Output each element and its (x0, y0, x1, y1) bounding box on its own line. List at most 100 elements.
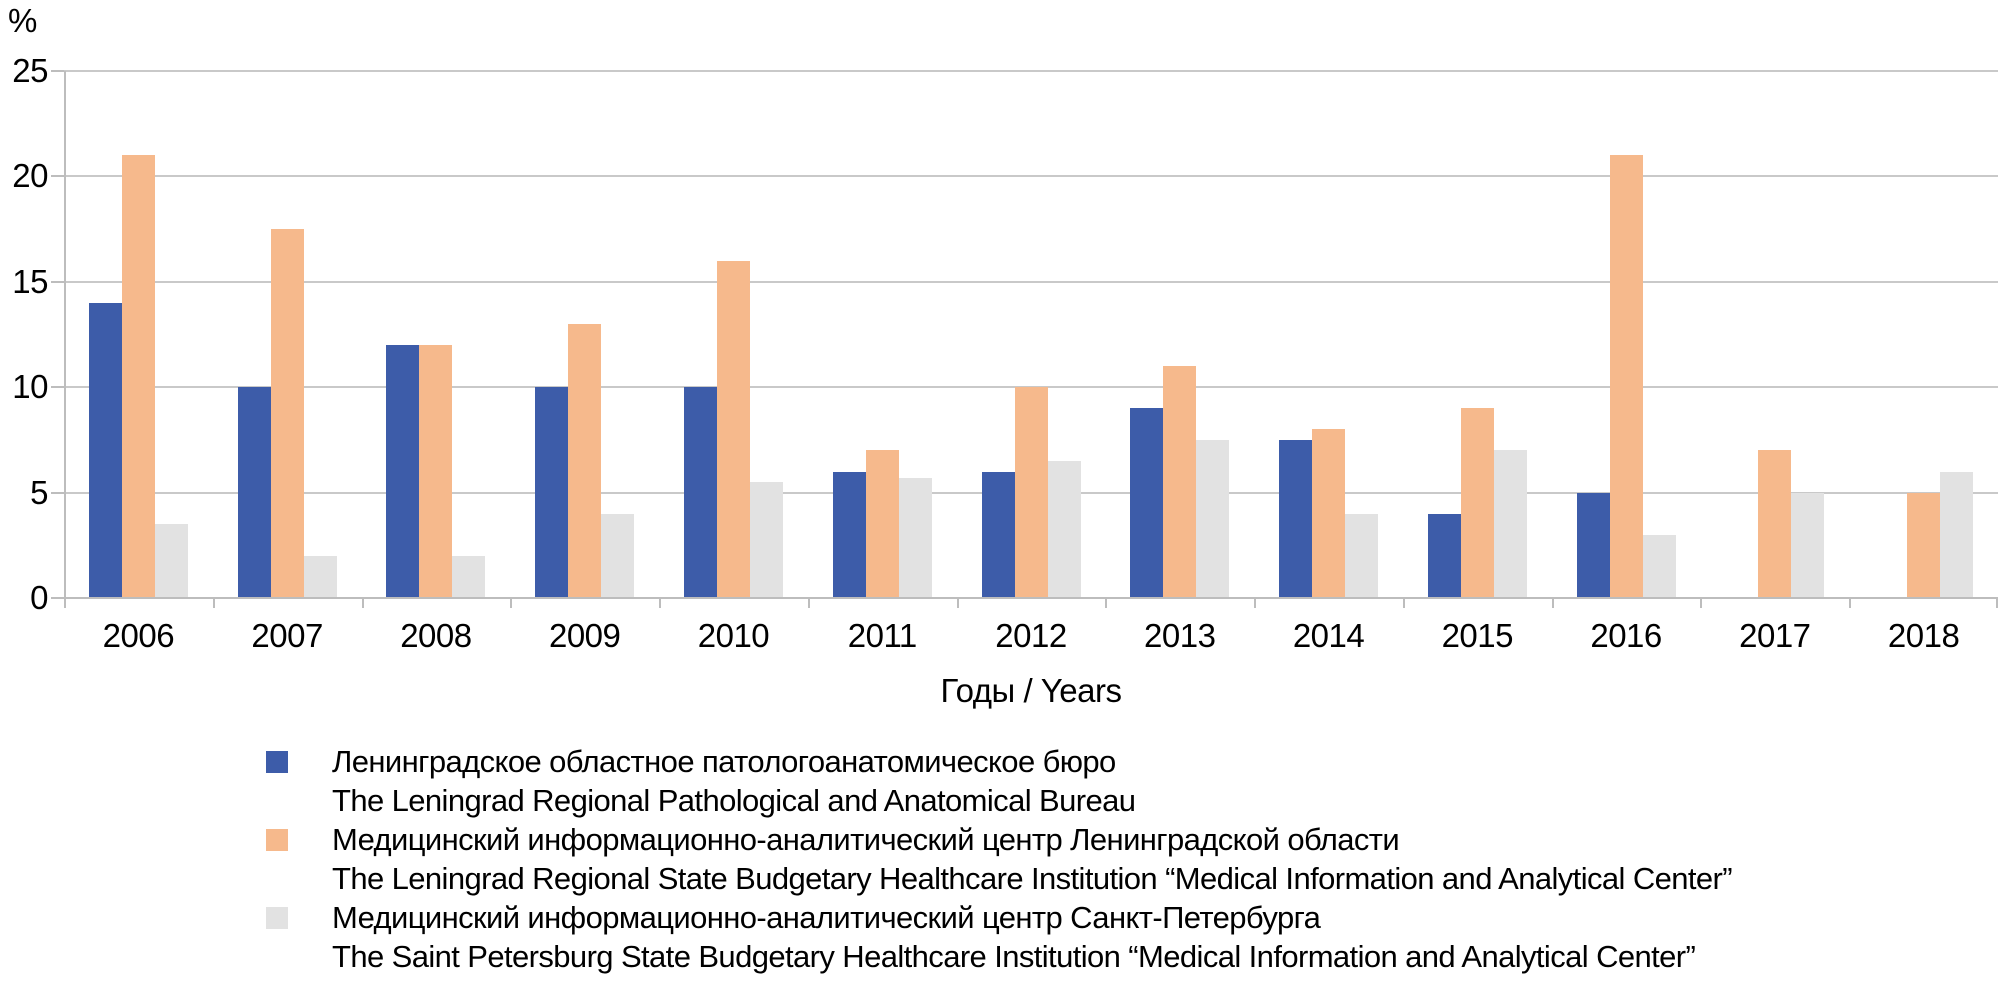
bar-series2-2010 (716, 260, 750, 598)
bar-series1-2012 (981, 471, 1015, 598)
legend-item-3: Медицинский информационно-аналитический … (266, 898, 1732, 976)
y-tick-label-15: 15 (12, 262, 48, 300)
bar-series1-2013 (1130, 408, 1164, 598)
x-axis-tick-1 (212, 598, 215, 608)
x-axis-tick-0 (64, 598, 66, 608)
year-label-2012: 2012 (995, 617, 1067, 654)
legend-label-3: Медицинский информационно-аналитический … (332, 898, 1696, 976)
y-tick-label-25: 25 (12, 52, 48, 89)
bar-series1-2008 (386, 345, 420, 598)
bar-series2-2006 (121, 155, 155, 598)
legend-label-ru: Ленинградское областное патологоанатомич… (332, 744, 1116, 779)
bar-series2-2012 (1014, 387, 1048, 598)
legend-label-en: The Leningrad Regional Pathological and … (332, 783, 1136, 818)
y-tick-25 (51, 70, 64, 72)
bar-series3-2017 (1791, 492, 1825, 598)
gridline-15 (64, 280, 1998, 283)
bar-series2-2009 (568, 323, 602, 598)
year-label-2009: 2009 (548, 617, 621, 654)
bar-series3-2018 (1940, 471, 1974, 598)
x-axis-tick-8 (1254, 598, 1257, 608)
bar-series1-2010 (683, 387, 717, 598)
y-tick-10 (51, 386, 64, 389)
legend-swatch-3 (266, 907, 288, 929)
legend-label-ru: Медицинский информационно-аналитический … (332, 900, 1321, 935)
x-axis-tick-6 (956, 598, 959, 608)
bar-series2-2018 (1907, 492, 1941, 598)
bar-series3-2011 (898, 477, 932, 598)
x-axis-tick-5 (807, 598, 810, 608)
bar-series3-2010 (749, 482, 783, 598)
y-axis-unit-label: % (8, 2, 37, 39)
year-label-2011: 2011 (847, 617, 917, 654)
year-label-2016: 2016 (1590, 617, 1662, 654)
gridline-20 (64, 175, 1998, 178)
year-label-2015: 2015 (1441, 617, 1514, 654)
legend-label-en: The Saint Petersburg State Budgetary Hea… (332, 939, 1696, 974)
bar-series2-2017 (1758, 450, 1792, 598)
bar-series2-2007 (270, 229, 304, 598)
year-label-2006: 2006 (102, 617, 175, 654)
legend-swatch-2 (266, 829, 288, 851)
legend-label-2: Медицинский информационно-аналитический … (332, 820, 1733, 898)
legend-label-ru: Медицинский информационно-аналитический … (332, 822, 1400, 857)
y-tick-label-10: 10 (12, 368, 48, 406)
year-label-2013: 2013 (1144, 617, 1216, 654)
bar-series2-2008 (419, 345, 453, 598)
y-tick-15 (51, 280, 64, 283)
bar-series1-2006 (88, 302, 122, 598)
y-axis-line (64, 71, 66, 607)
bar-series1-2009 (535, 387, 569, 598)
y-tick-label-0: 0 (30, 579, 48, 616)
bar-series1-2014 (1279, 439, 1313, 598)
bar-series3-2006 (154, 524, 188, 598)
x-axis-line (64, 597, 1998, 599)
year-label-2010: 2010 (697, 617, 770, 654)
x-axis-tick-13 (1996, 598, 1998, 608)
year-label-2008: 2008 (400, 617, 472, 654)
bar-series2-2013 (1163, 366, 1197, 598)
plot-area (51, 70, 1998, 608)
bar-series3-2008 (452, 555, 486, 598)
y-tick-label-5: 5 (30, 473, 48, 511)
bar-series3-2015 (1493, 450, 1527, 598)
year-label-2007: 2007 (251, 617, 323, 654)
legend-label-en: The Leningrad Regional State Budgetary H… (332, 861, 1733, 896)
year-label-2018: 2018 (1887, 617, 1960, 654)
y-tick-label-20: 20 (12, 157, 48, 195)
year-label-2017: 2017 (1739, 617, 1811, 654)
x-axis-tick-10 (1551, 598, 1554, 608)
x-axis-tick-2 (361, 598, 364, 608)
legend-item-2: Медицинский информационно-аналитический … (266, 820, 1733, 898)
y-tick-20 (51, 175, 64, 178)
bar-series3-2014 (1345, 513, 1379, 598)
bar-series1-2007 (237, 387, 271, 598)
legend: Ленинградское областное патологоанатомич… (266, 742, 1733, 976)
year-label-2014: 2014 (1292, 617, 1365, 654)
bar-series3-2012 (1047, 460, 1081, 598)
bar-series1-2011 (832, 471, 866, 598)
x-axis-title: Годы / Years (940, 672, 1122, 709)
x-axis-tick-12 (1849, 598, 1852, 608)
x-axis-tick-11 (1700, 598, 1703, 608)
x-axis-tick-7 (1105, 598, 1108, 608)
bar-series2-2015 (1460, 408, 1494, 598)
bar-series3-2009 (601, 513, 635, 598)
bar-series1-2016 (1576, 492, 1610, 598)
bar-series1-2015 (1427, 513, 1461, 598)
gridline-25 (64, 70, 1998, 72)
legend-swatch-1 (266, 751, 288, 773)
x-axis-tick-3 (510, 598, 513, 608)
bar-series2-2011 (865, 450, 899, 598)
y-tick-0 (51, 597, 64, 599)
bar-series2-2016 (1609, 155, 1643, 598)
bar-series3-2007 (303, 555, 337, 598)
legend-item-1: Ленинградское областное патологоанатомич… (266, 742, 1732, 820)
bar-series3-2013 (1196, 439, 1230, 598)
y-tick-5 (51, 491, 64, 494)
x-axis-tick-9 (1402, 598, 1405, 608)
bar-series3-2016 (1642, 534, 1676, 598)
x-axis-tick-4 (659, 598, 662, 608)
legend-label-1: Ленинградское областное патологоанатомич… (332, 742, 1136, 820)
